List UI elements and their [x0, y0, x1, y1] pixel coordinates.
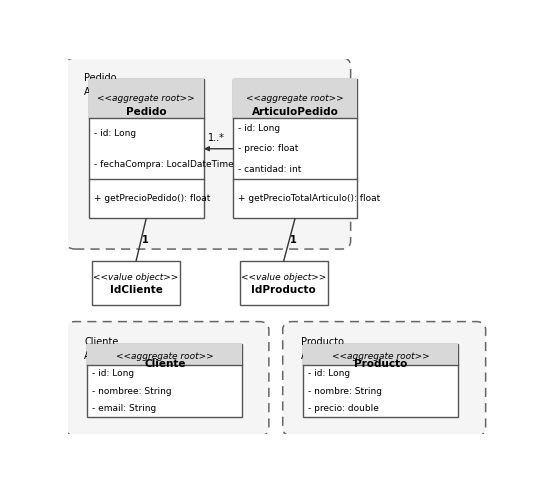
Bar — [89, 79, 204, 218]
Text: - id: Long: - id: Long — [308, 369, 351, 378]
Bar — [233, 79, 357, 118]
Text: 1: 1 — [142, 235, 149, 245]
Text: - precio: float: - precio: float — [238, 144, 299, 153]
Text: Pedido
Aggregate: Pedido Aggregate — [84, 73, 135, 97]
Text: <<aggregate root>>: <<aggregate root>> — [332, 352, 430, 361]
Text: Pedido: Pedido — [126, 107, 167, 117]
Bar — [240, 262, 328, 305]
Text: + getPrecioPedido(): float: + getPrecioPedido(): float — [94, 194, 210, 203]
Text: - id: Long: - id: Long — [93, 369, 135, 378]
Bar — [304, 344, 458, 365]
Text: ArticuloPedido: ArticuloPedido — [252, 107, 339, 117]
FancyBboxPatch shape — [283, 322, 486, 436]
Bar — [304, 344, 458, 417]
Text: <<aggregate root>>: <<aggregate root>> — [97, 94, 195, 103]
Text: <<aggregate root>>: <<aggregate root>> — [246, 94, 344, 103]
Bar — [233, 79, 357, 218]
FancyBboxPatch shape — [66, 322, 269, 436]
Bar — [87, 344, 242, 417]
Text: - cantidad: int: - cantidad: int — [238, 164, 302, 174]
Text: IdCliente: IdCliente — [109, 285, 162, 295]
Text: - id: Long: - id: Long — [238, 124, 280, 133]
Bar — [89, 79, 204, 118]
FancyBboxPatch shape — [66, 58, 351, 249]
Text: - fechaCompra: LocalDateTime: - fechaCompra: LocalDateTime — [94, 160, 233, 168]
Bar — [92, 262, 180, 305]
Text: 1: 1 — [290, 235, 296, 245]
Text: + getPrecioTotalArticulo(): float: + getPrecioTotalArticulo(): float — [238, 194, 380, 203]
Text: 1..*: 1..* — [208, 133, 225, 143]
Text: - nombree: String: - nombree: String — [93, 386, 172, 396]
Text: - nombre: String: - nombre: String — [308, 386, 382, 396]
Text: - precio: double: - precio: double — [308, 404, 379, 413]
Text: - id: Long: - id: Long — [94, 129, 136, 138]
Text: Cliente: Cliente — [144, 359, 186, 369]
Bar — [87, 344, 242, 365]
Text: Cliente
Aggregate: Cliente Aggregate — [84, 337, 135, 361]
Text: <<aggregate root>>: <<aggregate root>> — [116, 352, 214, 361]
Text: <<value object>>: <<value object>> — [94, 273, 179, 282]
Text: - email: String: - email: String — [93, 404, 156, 413]
Text: Producto: Producto — [354, 359, 407, 369]
Text: <<value object>>: <<value object>> — [241, 273, 326, 282]
Text: IdProducto: IdProducto — [251, 285, 316, 295]
Text: Producto
Aggregate: Producto Aggregate — [301, 337, 352, 361]
